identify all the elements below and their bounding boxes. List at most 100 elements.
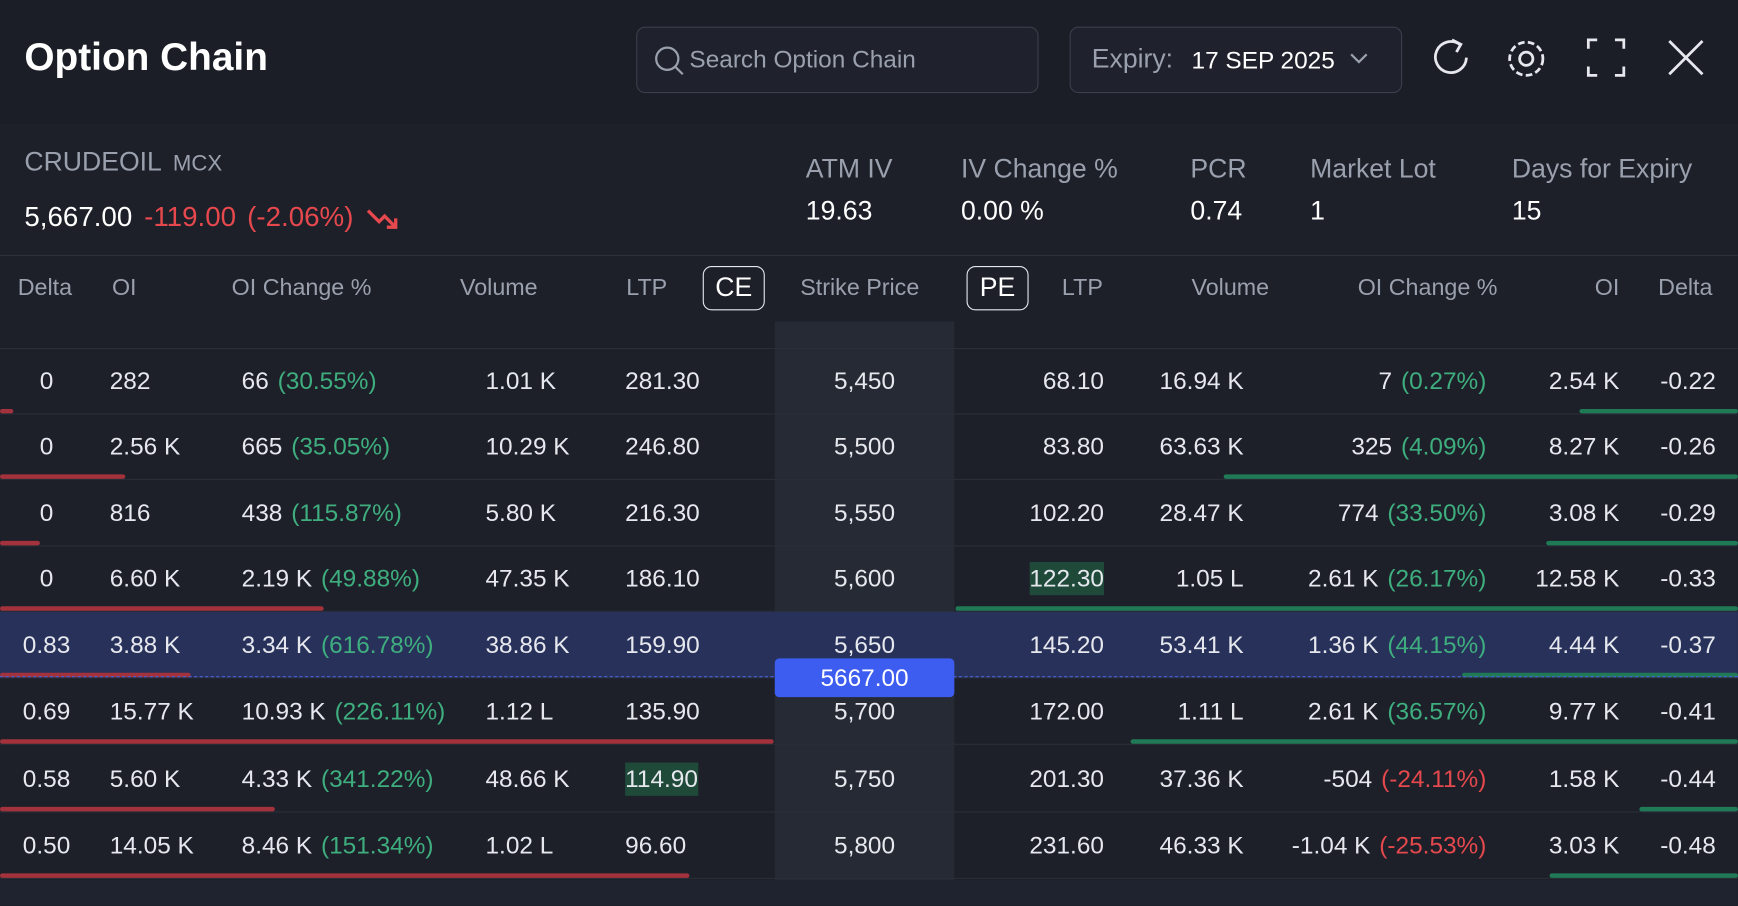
oi-bar-put	[1130, 739, 1738, 744]
call-ltp: 96.60	[625, 831, 687, 860]
put-oi-change: -1.04 K (-25.53%)	[1292, 829, 1487, 862]
strike: 5,800	[834, 831, 896, 860]
exchange: MCX	[172, 151, 223, 177]
oi-change-pct: (33.50%)	[1387, 498, 1487, 527]
call-delta: 0.83	[22, 630, 71, 659]
put-oi-change: 2.61 K (26.17%)	[1308, 562, 1486, 595]
put-oi: 3.08 K	[1548, 498, 1620, 527]
call-ltp: 186.10	[625, 564, 700, 592]
column-header: Strike Price	[800, 274, 920, 301]
stat-label: PCR	[1190, 154, 1247, 184]
column-header: LTP	[626, 274, 668, 301]
symbol: CRUDEOIL	[24, 147, 162, 178]
oi-bar-call	[0, 672, 191, 678]
ce-tag: CE	[702, 266, 765, 311]
put-oi-change: 1.36 K (44.15%)	[1308, 628, 1486, 661]
row	[0, 545, 1738, 612]
row	[0, 812, 1738, 879]
put-oi: 8.27 K	[1548, 432, 1620, 460]
put-volume: 1.11 L	[1177, 697, 1244, 725]
column-header: Volume	[459, 274, 538, 301]
put-oi-change: 7 (0.27%)	[1379, 365, 1487, 398]
oi-change-value: 7	[1378, 366, 1393, 395]
column-header: Volume	[1191, 274, 1270, 301]
put-oi-change: 774 (33.50%)	[1338, 497, 1487, 530]
put-ltp: 172.00	[1029, 697, 1104, 725]
call-oi: 14.05 K	[109, 831, 194, 860]
oi-change-pct: (226.11%)	[334, 697, 446, 725]
oi-bar-call	[0, 540, 41, 546]
put-ltp: 231.60	[1029, 831, 1104, 860]
call-oi-change: 66 (30.55%)	[242, 365, 377, 398]
oi-change-value: 8.46 K	[241, 831, 313, 860]
oi-bar-put	[1549, 873, 1738, 878]
call-volume: 1.01 K	[485, 366, 556, 395]
put-delta: -0.22	[1660, 366, 1716, 395]
oi-bar-call	[0, 474, 126, 479]
put-delta: -0.33	[1660, 564, 1716, 592]
strike: 5,550	[834, 498, 896, 527]
oi-change-value: 10.93 K	[241, 697, 326, 725]
oi-change-value: -1.04 K	[1291, 831, 1371, 860]
put-delta: -0.48	[1660, 831, 1716, 860]
search-box[interactable]: Search Option Chain	[636, 26, 1039, 94]
oi-change-value: 665	[241, 432, 283, 460]
oi-change-pct: (151.34%)	[321, 831, 434, 860]
partial-row	[0, 880, 1738, 906]
oi-change-pct: (341.22%)	[321, 764, 434, 793]
expiry-label: Expiry:	[1091, 44, 1174, 75]
call-volume: 1.02 L	[485, 831, 554, 860]
column-header: Delta	[17, 274, 73, 301]
call-ltp: 159.90	[625, 630, 700, 659]
oi-change-pct: (616.78%)	[321, 630, 434, 659]
call-oi-change: 438 (115.87%)	[242, 497, 402, 530]
search-icon	[655, 46, 684, 76]
column-header: Delta	[1658, 274, 1713, 301]
oi-change-value: 66	[241, 366, 269, 395]
oi-change-value: -504	[1323, 764, 1373, 793]
column-header: OI	[1594, 274, 1620, 301]
call-oi-change: 665 (35.05%)	[242, 430, 391, 463]
oi-change-pct: (36.57%)	[1387, 697, 1487, 725]
put-oi: 1.58 K	[1548, 764, 1620, 793]
call-ltp: 114.90	[625, 762, 698, 796]
call-delta: 0	[39, 432, 54, 460]
search-placeholder: Search Option Chain	[689, 45, 916, 74]
oi-change-pct: (115.87%)	[291, 498, 402, 527]
row	[0, 480, 1738, 547]
oi-change-value: 2.61 K	[1308, 564, 1379, 592]
put-ltp: 68.10	[1042, 366, 1104, 395]
row	[0, 413, 1738, 480]
oi-change-value: 774	[1337, 498, 1379, 527]
call-volume: 47.35 K	[485, 564, 570, 592]
column-header: OI Change %	[231, 274, 372, 301]
put-delta: -0.44	[1660, 764, 1716, 793]
call-oi-change: 8.46 K (151.34%)	[242, 829, 434, 862]
put-ltp: 102.20	[1029, 498, 1104, 527]
oi-change-value: 325	[1351, 432, 1393, 460]
expiry-select[interactable]: Expiry: 17 SEP 2025	[1069, 26, 1403, 94]
toolbar-icons[interactable]	[1430, 35, 1707, 84]
strike: 5,450	[834, 366, 896, 395]
stat-value: 0.00 %	[960, 196, 1044, 227]
row	[0, 746, 1738, 813]
strike: 5,500	[834, 432, 896, 460]
call-ltp: 281.30	[625, 366, 700, 395]
down-trend-icon	[366, 209, 398, 229]
call-oi-change: 2.19 K (49.88%)	[242, 562, 420, 595]
put-volume: 46.33 K	[1159, 831, 1244, 860]
call-ltp: 246.80	[625, 432, 700, 460]
oi-bar-call	[0, 739, 774, 744]
put-oi: 3.03 K	[1548, 831, 1620, 860]
put-oi: 12.58 K	[1535, 564, 1620, 592]
partial-row	[0, 321, 1738, 350]
call-delta: 0	[39, 498, 54, 527]
put-volume: 1.05 L	[1175, 564, 1244, 592]
call-delta: 0	[39, 564, 54, 592]
put-delta: -0.29	[1660, 498, 1716, 527]
strike: 5,600	[834, 564, 896, 592]
stat-value: 15	[1511, 196, 1542, 227]
put-delta: -0.26	[1660, 432, 1716, 460]
strike: 5,650	[834, 630, 896, 659]
